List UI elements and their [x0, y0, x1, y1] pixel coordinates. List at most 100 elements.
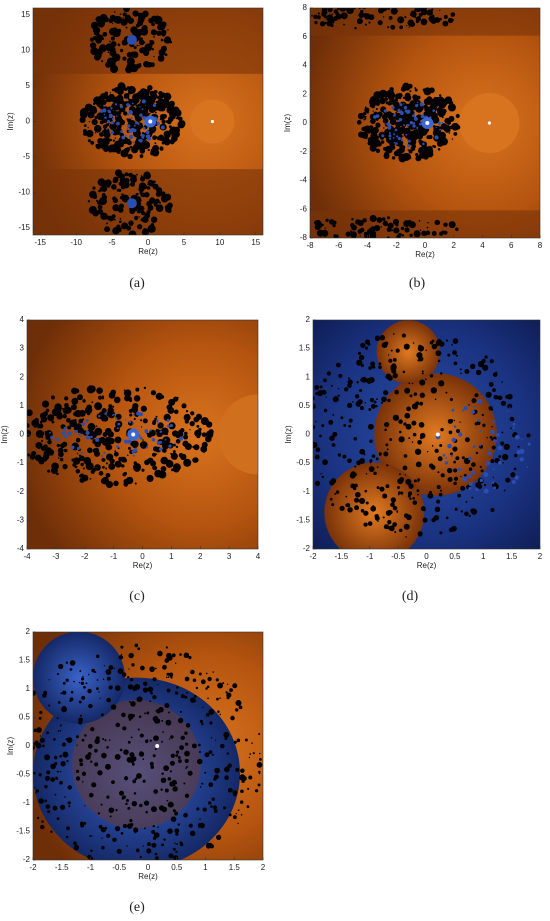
texture — [114, 826, 121, 832]
texture — [409, 120, 414, 125]
texture — [102, 183, 105, 187]
texture — [22, 418, 25, 421]
texture — [315, 447, 321, 453]
texture — [168, 711, 170, 714]
texture — [364, 115, 367, 118]
texture — [110, 41, 117, 47]
texture — [337, 453, 342, 457]
texture — [126, 127, 129, 130]
texture — [360, 509, 365, 513]
texture — [148, 119, 153, 124]
texture — [106, 795, 110, 799]
texture — [172, 450, 176, 454]
x-tick-label: -2 — [29, 863, 37, 872]
texture — [448, 222, 453, 227]
texture — [387, 8, 390, 10]
texture — [127, 454, 129, 457]
fractal-image — [22, 320, 258, 549]
x-tick-label: 0 — [140, 552, 145, 561]
texture — [230, 715, 235, 721]
texture — [512, 422, 516, 426]
texture — [483, 483, 487, 487]
texture — [117, 91, 120, 94]
texture — [216, 697, 219, 701]
texture — [169, 423, 174, 428]
texture — [52, 805, 58, 811]
texture — [510, 473, 513, 476]
texture — [358, 404, 361, 407]
texture — [131, 762, 135, 766]
texture — [190, 669, 195, 675]
texture — [101, 846, 105, 850]
texture — [434, 448, 439, 454]
texture — [453, 481, 457, 486]
texture — [177, 823, 181, 826]
texture — [455, 456, 460, 461]
texture — [175, 832, 179, 836]
texture — [226, 752, 229, 755]
texture — [500, 441, 505, 446]
texture — [386, 122, 390, 126]
texture — [66, 826, 70, 831]
texture — [153, 735, 159, 742]
texture — [360, 9, 364, 14]
texture — [400, 86, 407, 92]
texture — [505, 394, 510, 399]
texture — [84, 103, 93, 112]
texture — [311, 459, 313, 461]
texture — [159, 146, 164, 150]
panel: -2 -1.5 -1 -0.5 0 0.5 1 1.5 2-2-1.5-1-0.500.511.… — [6, 627, 266, 915]
texture — [436, 140, 444, 147]
texture — [159, 204, 162, 206]
texture — [426, 226, 429, 229]
texture — [27, 453, 31, 457]
texture — [114, 137, 117, 139]
texture — [135, 115, 142, 122]
texture — [85, 435, 90, 440]
texture — [204, 752, 210, 758]
texture — [147, 686, 154, 693]
texture — [79, 116, 86, 124]
texture — [133, 466, 139, 472]
texture — [431, 517, 436, 523]
texture — [129, 752, 135, 758]
texture — [448, 430, 453, 435]
texture — [411, 441, 414, 443]
texture — [160, 38, 164, 42]
texture — [210, 119, 214, 124]
texture — [161, 772, 164, 775]
texture — [403, 454, 408, 458]
texture — [412, 94, 418, 100]
texture — [141, 139, 147, 144]
texture — [434, 398, 437, 401]
texture — [412, 500, 418, 505]
texture — [386, 216, 391, 220]
texture — [81, 771, 87, 776]
texture — [493, 439, 497, 443]
texture — [142, 845, 144, 847]
texture — [151, 437, 156, 442]
texture — [135, 192, 139, 196]
texture — [162, 664, 167, 670]
texture — [184, 676, 190, 682]
texture — [27, 429, 32, 437]
texture — [406, 123, 410, 127]
y-tick-label: 8 — [303, 3, 308, 12]
texture — [232, 683, 238, 689]
texture — [369, 102, 373, 106]
texture — [156, 419, 159, 422]
texture — [152, 103, 157, 107]
texture — [48, 704, 51, 707]
texture — [429, 490, 433, 494]
texture — [440, 372, 443, 375]
texture — [390, 349, 393, 352]
texture — [113, 33, 117, 38]
texture — [112, 197, 118, 204]
texture — [157, 650, 163, 657]
texture — [39, 710, 43, 715]
texture — [152, 419, 157, 424]
texture — [330, 23, 334, 28]
texture — [200, 679, 206, 685]
texture — [90, 435, 93, 439]
